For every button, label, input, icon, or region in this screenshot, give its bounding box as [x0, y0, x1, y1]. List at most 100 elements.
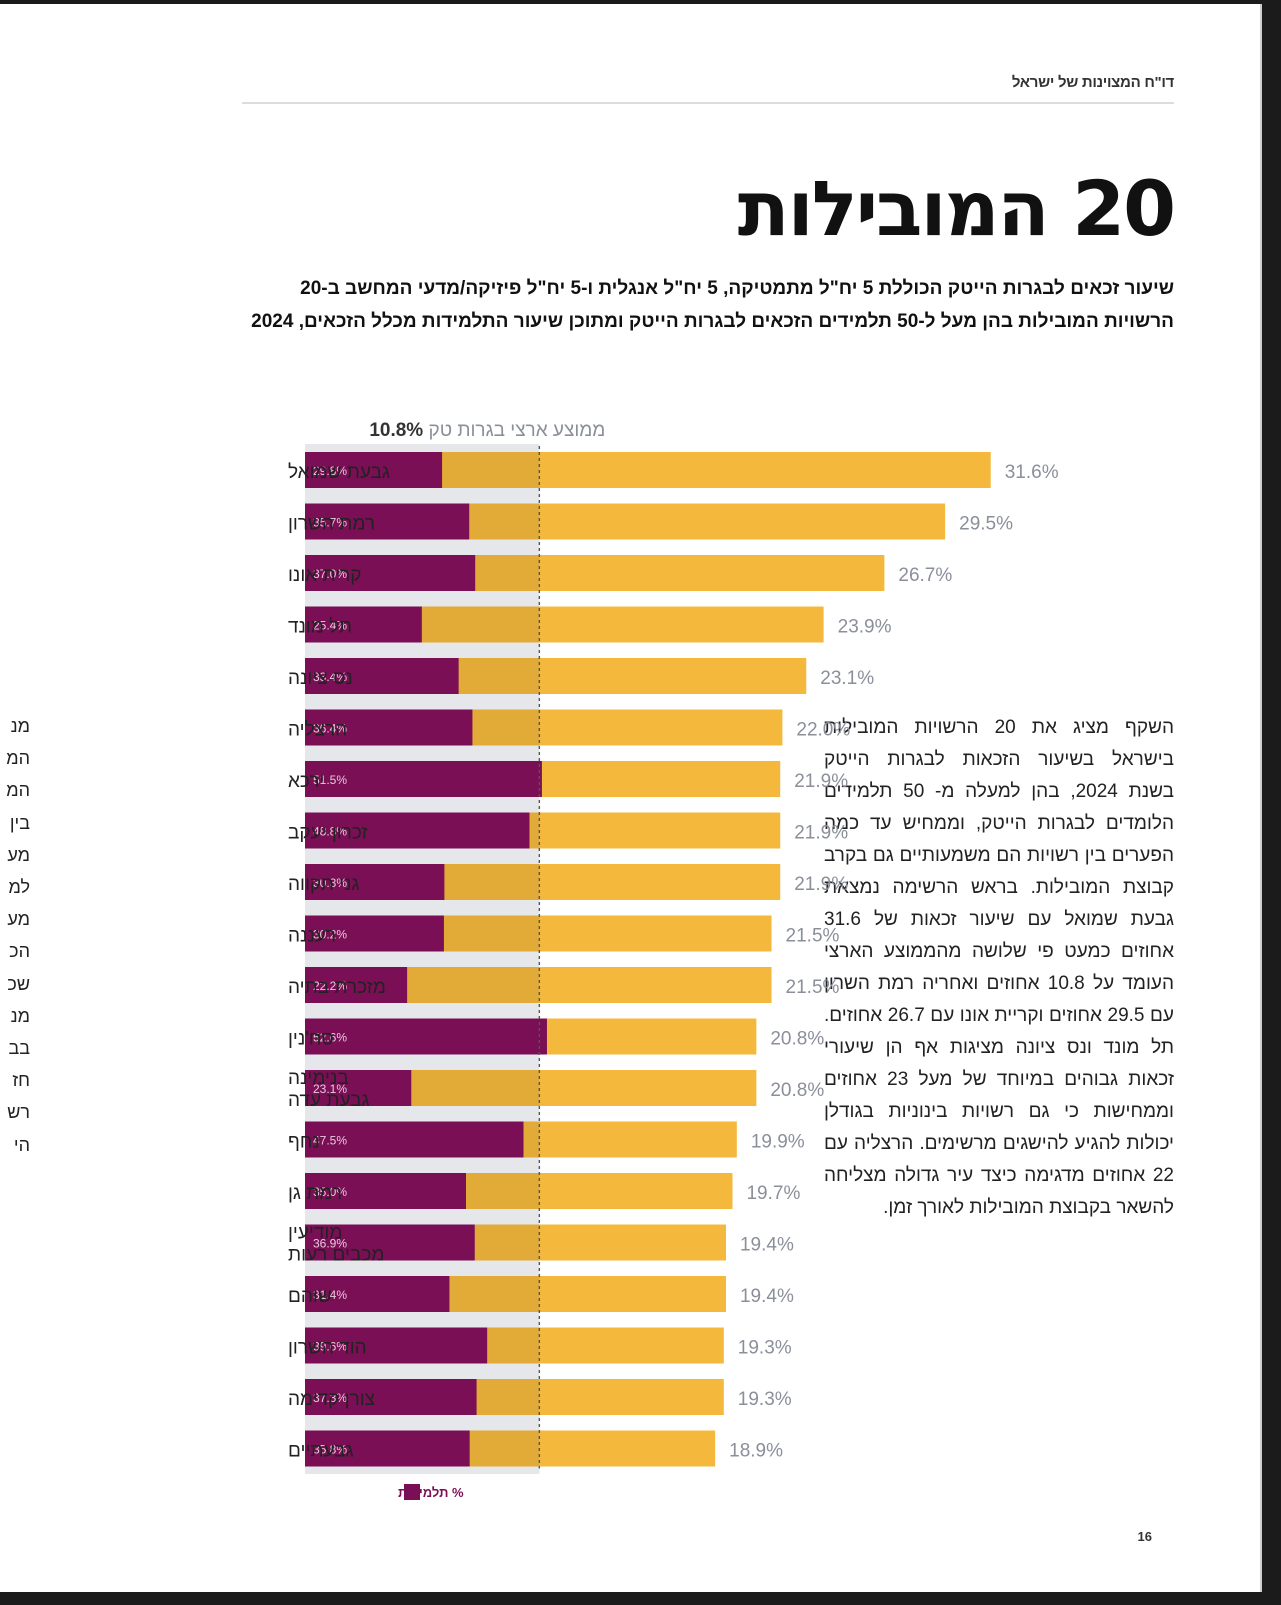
female-share-label: 23.1% [313, 1082, 347, 1096]
total-value-label: 19.3% [738, 1389, 792, 1410]
total-value-label: 29.5% [959, 514, 1013, 535]
total-value-label: 21.5% [786, 926, 840, 947]
body-paragraph: השקף מציג את 20 הרשויות המובילות בישראל … [824, 717, 1174, 1218]
total-value-label: 21.9% [794, 874, 848, 895]
header-divider [242, 102, 1174, 104]
female-share-label: 36.4% [313, 722, 347, 736]
left-fragment-line: מנ [10, 716, 30, 736]
left-fragment-line: בב [8, 1038, 30, 1059]
chart-subtitle: שיעור זכאים לבגרות הייטק הכוללת 5 יח"ל מ… [251, 278, 1174, 332]
category-label: רמת גן [288, 1183, 342, 1204]
female-share-bar [305, 1430, 470, 1467]
female-share-bar [305, 864, 445, 900]
category-label: שוהם [288, 1286, 332, 1307]
left-fragment-line: בין [9, 812, 30, 833]
total-value-label: 23.1% [820, 668, 874, 689]
total-value-label: 21.9% [794, 771, 848, 792]
left-fragment-line: מע [7, 844, 30, 865]
category-label: רמת השרון [288, 514, 375, 535]
category-label: מודיעין [288, 1223, 342, 1244]
female-share-bar [305, 658, 459, 694]
female-share-label: 33.4% [313, 670, 347, 684]
total-value-label: 21.9% [794, 823, 848, 844]
female-share-bar [305, 915, 444, 952]
total-value-label: 20.8% [770, 1080, 824, 1101]
left-fragment-line: הכ [9, 941, 30, 962]
category-label: נחף [288, 1132, 320, 1153]
female-share-label: 37.3% [313, 1391, 347, 1405]
left-fragment-line: רש [7, 1102, 30, 1123]
total-value-label: 21.5% [786, 977, 840, 998]
category-label: בנימינה [288, 1068, 349, 1089]
category-label: הרצליה [288, 720, 347, 741]
female-share-bar [305, 1327, 488, 1364]
page-number: 16 [1137, 1529, 1152, 1544]
female-share-bar [305, 1173, 466, 1209]
reference-line-value: 10.8% [369, 420, 423, 441]
female-share-label: 25.4% [313, 619, 347, 633]
category-label: זכרון יעקב [288, 823, 368, 844]
female-share-label: 30.2% [313, 928, 347, 942]
female-share-label: 22.2% [313, 979, 347, 993]
category-label: גבעת עדה [288, 1090, 370, 1111]
female-share-label: 30.3% [313, 876, 347, 890]
total-value-label: 19.4% [740, 1286, 794, 1307]
category-label: נס ציונה [288, 668, 353, 689]
left-fragment-line: מנ [10, 1005, 30, 1026]
female-share-bar [305, 812, 530, 849]
total-value-label: 19.3% [738, 1338, 792, 1359]
category-label: ירכא [288, 771, 324, 792]
total-value-label: 19.4% [740, 1235, 794, 1256]
category-label: סח'נין [288, 1029, 334, 1050]
left-page-fragment: מנ המ המ בין מע למ מע הכ שכ מנ בב חז רש הי [0, 710, 30, 1161]
female-share-label: 35.7% [313, 516, 347, 530]
female-share-label: 36.9% [313, 1237, 347, 1251]
total-value-label: 22.0% [796, 720, 850, 741]
left-fragment-line: חז [12, 1070, 30, 1091]
female-share-label: 35.8% [313, 1443, 347, 1457]
legend-label: % תלמידות [398, 1485, 464, 1500]
category-label: גבעתיים [288, 1441, 354, 1462]
female-share-bar [305, 606, 422, 643]
report-page: דו"ח המצוינות של ישראל 20 המובילות שיעור… [0, 4, 1262, 1592]
legend-swatch [404, 1484, 420, 1500]
female-share-bar [305, 1018, 547, 1055]
category-label: צורן קדימה [288, 1389, 375, 1410]
category-label: גני תקווה [288, 874, 360, 895]
category-label: גבעת שמואל [288, 462, 390, 483]
female-share-label: 35.0% [313, 1185, 347, 1199]
female-share-bar [305, 967, 408, 1003]
left-fragment-line: המ [6, 780, 30, 801]
total-value-label: 19.7% [746, 1183, 800, 1204]
female-share-label: 29.8% [313, 464, 347, 478]
category-label: מכבים רעות [288, 1245, 384, 1266]
female-share-label: 47.5% [313, 1134, 347, 1148]
total-value-label: 19.9% [751, 1132, 805, 1153]
left-fragment-line: למ [8, 877, 30, 898]
female-share-bar [305, 452, 443, 488]
female-share-bar [305, 503, 470, 540]
category-label: קרית אונו [288, 565, 362, 586]
female-share-label: 39.6% [313, 1340, 347, 1354]
total-value-label: 26.7% [898, 565, 952, 586]
total-value-label: 23.9% [838, 617, 892, 638]
female-share-bar [305, 709, 473, 746]
reference-line-caption: ממוצע ארצי בגרות טק [423, 420, 605, 441]
female-share-bar [305, 1379, 477, 1415]
running-head: דו"ח המצוינות של ישראל [1011, 74, 1174, 91]
left-fragment-line: מע [7, 909, 30, 930]
female-share-bar [305, 1121, 524, 1158]
total-value-label: 20.8% [770, 1029, 824, 1050]
female-share-label: 52.6% [313, 1031, 347, 1045]
female-share-label: 31.4% [313, 1288, 347, 1302]
page-title: 20 המובילות [737, 164, 1176, 253]
left-fragment-line: המ [6, 748, 30, 769]
total-value-label: 18.9% [729, 1441, 783, 1462]
female-share-bar [305, 555, 476, 591]
category-label: מזכרת בתיה [288, 977, 386, 998]
left-fragment-line: הי [13, 1134, 30, 1155]
female-share-bar [305, 761, 542, 797]
reference-line-label: ממוצע ארצי בגרות טק 10.8% [369, 420, 605, 441]
category-label: הוד השרון [288, 1338, 367, 1359]
